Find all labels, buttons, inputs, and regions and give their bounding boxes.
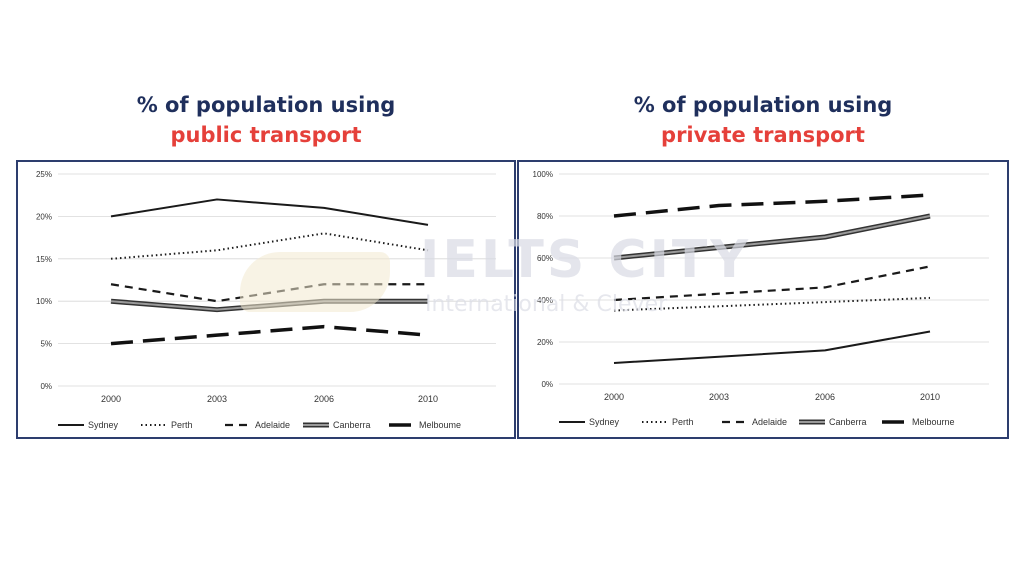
y-tick-label: 25% — [36, 170, 52, 179]
y-tick-label: 40% — [537, 296, 553, 305]
series-line — [110, 324, 429, 346]
legend-label: Canberra — [333, 420, 371, 430]
series-canberra — [110, 298, 428, 313]
series-line — [613, 296, 931, 312]
legend-label: Adelaide — [255, 420, 290, 430]
series-perth — [613, 296, 931, 312]
public-transport-chart-panel: 0% 5% 10% 15% 20% 25% 2000 2003 2006 2010 Sydney Pe… — [16, 160, 516, 439]
private-transport-chart: 0% 20% 40% 60% 80% 100% 2000 2003 2006 2010 Sydney… — [533, 170, 989, 427]
title-line: % of population using — [136, 93, 396, 117]
x-tick-label: 2010 — [418, 394, 438, 404]
series-melbourne — [613, 193, 931, 218]
legend-item: Melboume — [389, 420, 461, 430]
series-sydney — [613, 330, 931, 364]
series-canberra — [613, 213, 931, 261]
legend-label: Adelaide — [752, 417, 787, 427]
legend-label: Perth — [171, 420, 193, 430]
legend-item: Canberra — [799, 417, 867, 427]
series-melboume — [110, 324, 429, 346]
x-tick-label: 2006 — [815, 392, 835, 402]
y-tick-label: 80% — [537, 212, 553, 221]
series-perth — [110, 232, 429, 260]
series-line — [110, 283, 428, 303]
series-adelaide — [613, 265, 931, 302]
title-highlight: public transport — [170, 123, 362, 147]
legend-item: Perth — [642, 417, 694, 427]
legend-item: Perth — [141, 420, 193, 430]
title-highlight: private transport — [661, 123, 865, 147]
legend-label: Sydney — [88, 420, 119, 430]
x-tick-label: 2006 — [314, 394, 334, 404]
series-adelaide — [110, 283, 428, 303]
legend-item: Adelaide — [225, 420, 290, 430]
x-tick-label: 2003 — [207, 394, 227, 404]
legend-item: Melbourne — [882, 417, 955, 427]
series-line — [613, 193, 931, 218]
legend-item: Sydney — [559, 417, 620, 427]
y-tick-label: 60% — [537, 254, 553, 263]
legend-item: Canberra — [303, 420, 371, 430]
y-tick-label: 5% — [40, 340, 52, 349]
y-tick-label: 100% — [533, 170, 553, 179]
series-line — [110, 198, 429, 226]
series-sydney — [110, 198, 429, 226]
x-tick-label: 2010 — [920, 392, 940, 402]
x-tick-label: 2000 — [604, 392, 624, 402]
private-transport-title: % of population using private transport — [517, 90, 1009, 150]
legend-label: Perth — [672, 417, 694, 427]
series-line-inner — [613, 215, 931, 259]
legend-item: Adelaide — [722, 417, 787, 427]
legend-label: Canberra — [829, 417, 867, 427]
y-tick-label: 20% — [537, 338, 553, 347]
legend-label: Sydney — [589, 417, 620, 427]
series-line-outer — [613, 213, 931, 261]
series-line — [110, 232, 429, 260]
x-tick-label: 2000 — [101, 394, 121, 404]
y-tick-label: 10% — [36, 297, 52, 306]
y-tick-label: 15% — [36, 255, 52, 264]
public-transport-title: % of population using public transport — [16, 90, 516, 150]
y-tick-label: 0% — [541, 380, 553, 389]
y-tick-label: 0% — [40, 382, 52, 391]
series-line — [613, 330, 931, 364]
legend-item: Sydney — [58, 420, 119, 430]
y-tick-label: 20% — [36, 212, 52, 221]
series-line — [613, 265, 931, 302]
x-tick-label: 2003 — [709, 392, 729, 402]
legend-label: Melbourne — [912, 417, 955, 427]
title-line: % of population using — [633, 93, 893, 117]
legend-label: Melboume — [419, 420, 461, 430]
public-transport-chart: 0% 5% 10% 15% 20% 25% 2000 2003 2006 2010 Sydney Pe… — [36, 170, 496, 430]
private-transport-chart-panel: 0% 20% 40% 60% 80% 100% 2000 2003 2006 2010 Sydney… — [517, 160, 1009, 439]
